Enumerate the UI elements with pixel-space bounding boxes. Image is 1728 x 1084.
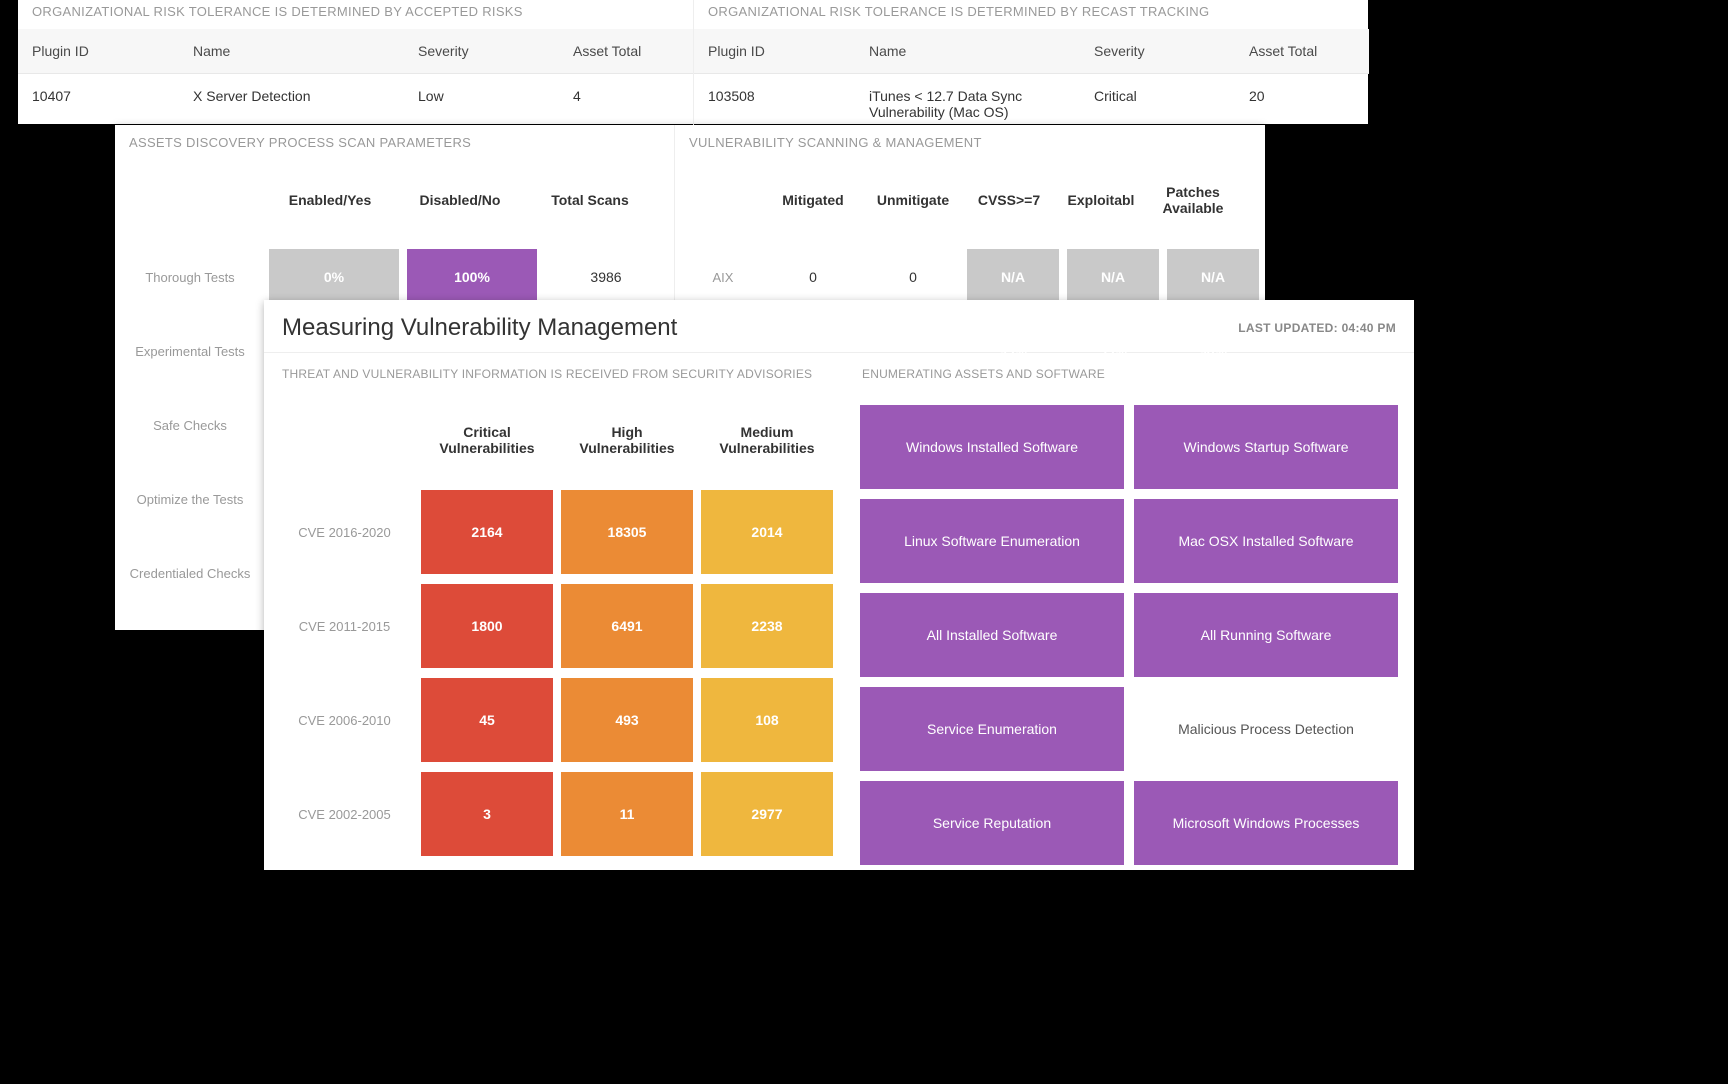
last-updated: LAST UPDATED: 04:40 PM	[1238, 321, 1396, 335]
recast-tracking-block: ORGANIZATIONAL RISK TOLERANCE IS DETERMI…	[694, 0, 1369, 134]
medium-cell[interactable]: 108	[701, 678, 833, 762]
medium-cell[interactable]: 2238	[701, 584, 833, 668]
enabled-cell[interactable]: 0%	[269, 249, 399, 305]
medium-cell[interactable]: 2977	[701, 772, 833, 856]
col-disabled: Disabled/No	[395, 192, 525, 208]
table-header: Plugin ID Name Severity Asset Total	[694, 29, 1369, 74]
accepted-risks-title: ORGANIZATIONAL RISK TOLERANCE IS DETERMI…	[18, 0, 693, 29]
col-plugin: Plugin ID	[694, 29, 859, 73]
cell-asset: 4	[563, 74, 693, 118]
exploitable-cell[interactable]: N/A	[1067, 249, 1159, 305]
table-row[interactable]: 10407 X Server Detection Low 4	[18, 74, 693, 118]
vuln-header-row: x Mitigated Unmitigate CVSS>=7 Exploitab…	[675, 160, 1265, 240]
asset-enumeration-title: ENUMERATING ASSETS AND SOFTWARE	[852, 353, 1406, 395]
high-cell[interactable]: 18305	[561, 490, 693, 574]
page-title: Measuring Vulnerability Management	[282, 314, 677, 342]
col-name: Name	[859, 29, 1084, 73]
col-exploitable: Exploitabl	[1055, 192, 1147, 208]
cell-plugin: 10407	[18, 74, 183, 118]
col-asset-total: Asset Total	[1239, 29, 1369, 73]
col-plugin: Plugin ID	[18, 29, 183, 73]
col-total: Total Scans	[525, 192, 655, 208]
col-critical: Critical Vulnerabilities	[417, 424, 557, 456]
row-label: AIX	[675, 270, 763, 285]
row-label: CVE 2006-2010	[272, 713, 417, 728]
row-label: Thorough Tests	[115, 270, 265, 285]
row-label: CVE 2011-2015	[272, 619, 417, 634]
asset-tile[interactable]: Linux Software Enumeration	[860, 499, 1124, 583]
risk-tolerance-panel: ORGANIZATIONAL RISK TOLERANCE IS DETERMI…	[18, 0, 1368, 124]
table-header: Plugin ID Name Severity Asset Total	[18, 29, 693, 74]
col-medium: Medium Vulnerabilities	[697, 424, 837, 456]
cell-severity: Low	[408, 74, 563, 118]
row-label: CVE 2016-2020	[272, 525, 417, 540]
asset-tile[interactable]: Windows Startup Software	[1134, 405, 1398, 489]
high-cell[interactable]: 6491	[561, 584, 693, 668]
critical-cell[interactable]: 1800	[421, 584, 553, 668]
patches-cell[interactable]: N/A	[1167, 249, 1259, 305]
cvss-cell[interactable]: N/A	[967, 249, 1059, 305]
asset-tile[interactable]: Service Reputation	[860, 781, 1124, 865]
threat-info-title: THREAT AND VULNERABILITY INFORMATION IS …	[272, 353, 852, 395]
asset-tile[interactable]: Windows Installed Software	[860, 405, 1124, 489]
total-cell: 3986	[541, 269, 671, 285]
row-label: CVE 2002-2005	[272, 807, 417, 822]
scan-header-row: x Enabled/Yes Disabled/No Total Scans	[115, 160, 674, 240]
asset-enumeration-block: ENUMERATING ASSETS AND SOFTWARE Windows …	[852, 353, 1406, 865]
accepted-risks-block: ORGANIZATIONAL RISK TOLERANCE IS DETERMI…	[18, 0, 694, 134]
critical-cell[interactable]: 45	[421, 678, 553, 762]
high-cell[interactable]: 11	[561, 772, 693, 856]
col-patches: Patches Available	[1147, 184, 1239, 216]
asset-tile[interactable]: All Installed Software	[860, 593, 1124, 677]
medium-cell[interactable]: 2014	[701, 490, 833, 574]
cve-row: CVE 2011-2015 180064912238	[272, 579, 852, 673]
disabled-cell[interactable]: 100%	[407, 249, 537, 305]
cve-row: CVE 2006-2010 45493108	[272, 673, 852, 767]
asset-discovery-title: ASSETS DISCOVERY PROCESS SCAN PARAMETERS	[115, 125, 674, 160]
col-severity: Severity	[408, 29, 563, 73]
col-name: Name	[183, 29, 408, 73]
col-unmitigated: Unmitigate	[863, 192, 963, 208]
vulnerability-management-panel: Measuring Vulnerability Management LAST …	[264, 300, 1414, 870]
vuln-scanning-title: VULNERABILITY SCANNING & MANAGEMENT	[675, 125, 1265, 160]
col-cvss: CVSS>=7	[963, 192, 1055, 208]
unmitigated-val: 0	[863, 269, 963, 285]
cell-name: X Server Detection	[183, 74, 408, 118]
col-severity: Severity	[1084, 29, 1239, 73]
critical-cell[interactable]: 3	[421, 772, 553, 856]
high-cell[interactable]: 493	[561, 678, 693, 762]
col-mitigated: Mitigated	[763, 192, 863, 208]
asset-tile[interactable]: Microsoft Windows Processes	[1134, 781, 1398, 865]
cve-row: CVE 2002-2005 3112977	[272, 767, 852, 861]
mitigated-val: 0	[763, 269, 863, 285]
recast-tracking-title: ORGANIZATIONAL RISK TOLERANCE IS DETERMI…	[694, 0, 1369, 29]
row-label: Optimize the Tests	[115, 492, 265, 507]
row-label: Safe Checks	[115, 418, 265, 433]
asset-tile[interactable]: All Running Software	[1134, 593, 1398, 677]
col-enabled: Enabled/Yes	[265, 192, 395, 208]
col-asset-total: Asset Total	[563, 29, 693, 73]
cve-header-row: x Critical Vulnerabilities High Vulnerab…	[272, 395, 852, 485]
threat-info-block: THREAT AND VULNERABILITY INFORMATION IS …	[272, 353, 852, 865]
cve-row: CVE 2016-2020 2164183052014	[272, 485, 852, 579]
asset-tile[interactable]: Service Enumeration	[860, 687, 1124, 771]
col-high: High Vulnerabilities	[557, 424, 697, 456]
row-label: Credentialed Checks	[115, 566, 265, 581]
row-label: Experimental Tests	[115, 344, 265, 359]
critical-cell[interactable]: 2164	[421, 490, 553, 574]
asset-tile[interactable]: Malicious Process Detection	[1134, 687, 1398, 771]
asset-tile[interactable]: Mac OSX Installed Software	[1134, 499, 1398, 583]
